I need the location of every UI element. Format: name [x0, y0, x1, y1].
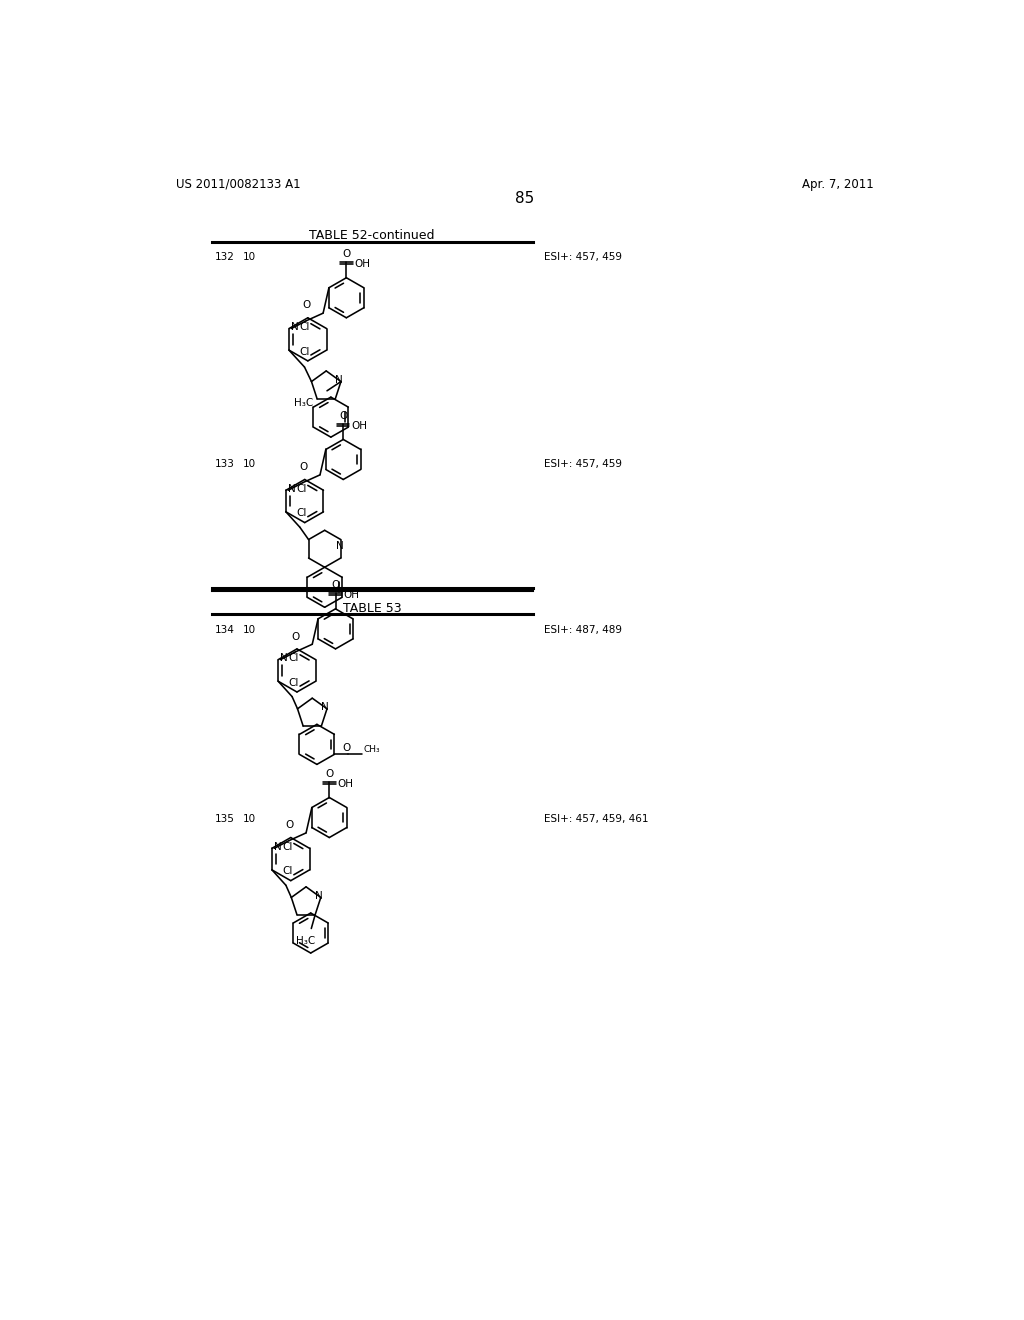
Text: N: N [335, 375, 342, 385]
Text: N: N [314, 891, 323, 902]
Text: OH: OH [337, 779, 353, 788]
Text: Apr. 7, 2011: Apr. 7, 2011 [802, 178, 874, 190]
Text: O: O [342, 249, 350, 259]
Text: 10: 10 [243, 459, 256, 469]
Text: N: N [336, 541, 344, 550]
Text: TABLE 52-continued: TABLE 52-continued [309, 230, 435, 243]
Text: OH: OH [343, 590, 359, 601]
Text: N: N [281, 653, 288, 663]
Text: O: O [285, 820, 293, 830]
Text: O: O [302, 301, 310, 310]
Text: O: O [299, 462, 307, 473]
Text: Cl: Cl [299, 322, 309, 333]
Text: 133: 133 [215, 459, 234, 469]
Text: Cl: Cl [283, 842, 293, 851]
Text: 132: 132 [215, 252, 234, 263]
Text: 10: 10 [243, 814, 256, 825]
Text: OH: OH [351, 421, 367, 430]
Text: O: O [332, 579, 340, 590]
Text: N: N [274, 842, 282, 851]
Text: CH₃: CH₃ [364, 746, 380, 754]
Text: 135: 135 [215, 814, 234, 825]
Text: Cl: Cl [283, 866, 293, 876]
Text: ESI+: 457, 459: ESI+: 457, 459 [544, 252, 623, 263]
Text: Cl: Cl [289, 677, 299, 688]
Text: 10: 10 [243, 626, 256, 635]
Text: N: N [288, 483, 296, 494]
Text: O: O [291, 631, 300, 642]
Text: US 2011/0082133 A1: US 2011/0082133 A1 [176, 178, 301, 190]
Text: 10: 10 [243, 252, 256, 263]
Text: H₃C: H₃C [296, 936, 315, 946]
Text: N: N [292, 322, 299, 333]
Text: TABLE 53: TABLE 53 [343, 602, 401, 615]
Text: Cl: Cl [296, 483, 306, 494]
Text: O: O [342, 743, 350, 754]
Text: ESI+: 457, 459, 461: ESI+: 457, 459, 461 [544, 814, 648, 825]
Text: 85: 85 [515, 191, 535, 206]
Text: Cl: Cl [289, 653, 299, 663]
Text: N: N [321, 702, 329, 713]
Text: OH: OH [354, 259, 370, 269]
Text: Cl: Cl [296, 508, 306, 519]
Text: ESI+: 487, 489: ESI+: 487, 489 [544, 626, 623, 635]
Text: H₃C: H₃C [294, 399, 313, 408]
Text: O: O [339, 411, 347, 421]
Text: Cl: Cl [299, 347, 309, 356]
Text: O: O [326, 768, 334, 779]
Text: ESI+: 457, 459: ESI+: 457, 459 [544, 459, 623, 469]
Text: 134: 134 [215, 626, 234, 635]
